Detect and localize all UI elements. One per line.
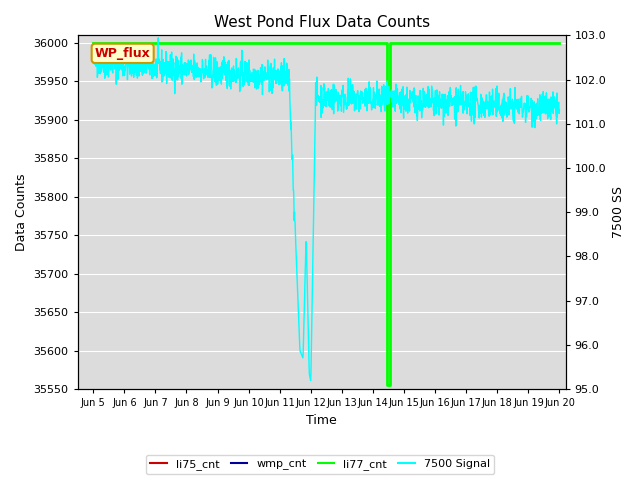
Y-axis label: Data Counts: Data Counts [15,173,28,251]
Y-axis label: 7500 SS: 7500 SS [612,186,625,238]
Title: West Pond Flux Data Counts: West Pond Flux Data Counts [214,15,429,30]
Legend: li75_cnt, wmp_cnt, li77_cnt, 7500 Signal: li75_cnt, wmp_cnt, li77_cnt, 7500 Signal [146,455,494,474]
X-axis label: Time: Time [307,414,337,427]
Text: WP_flux: WP_flux [95,47,150,60]
